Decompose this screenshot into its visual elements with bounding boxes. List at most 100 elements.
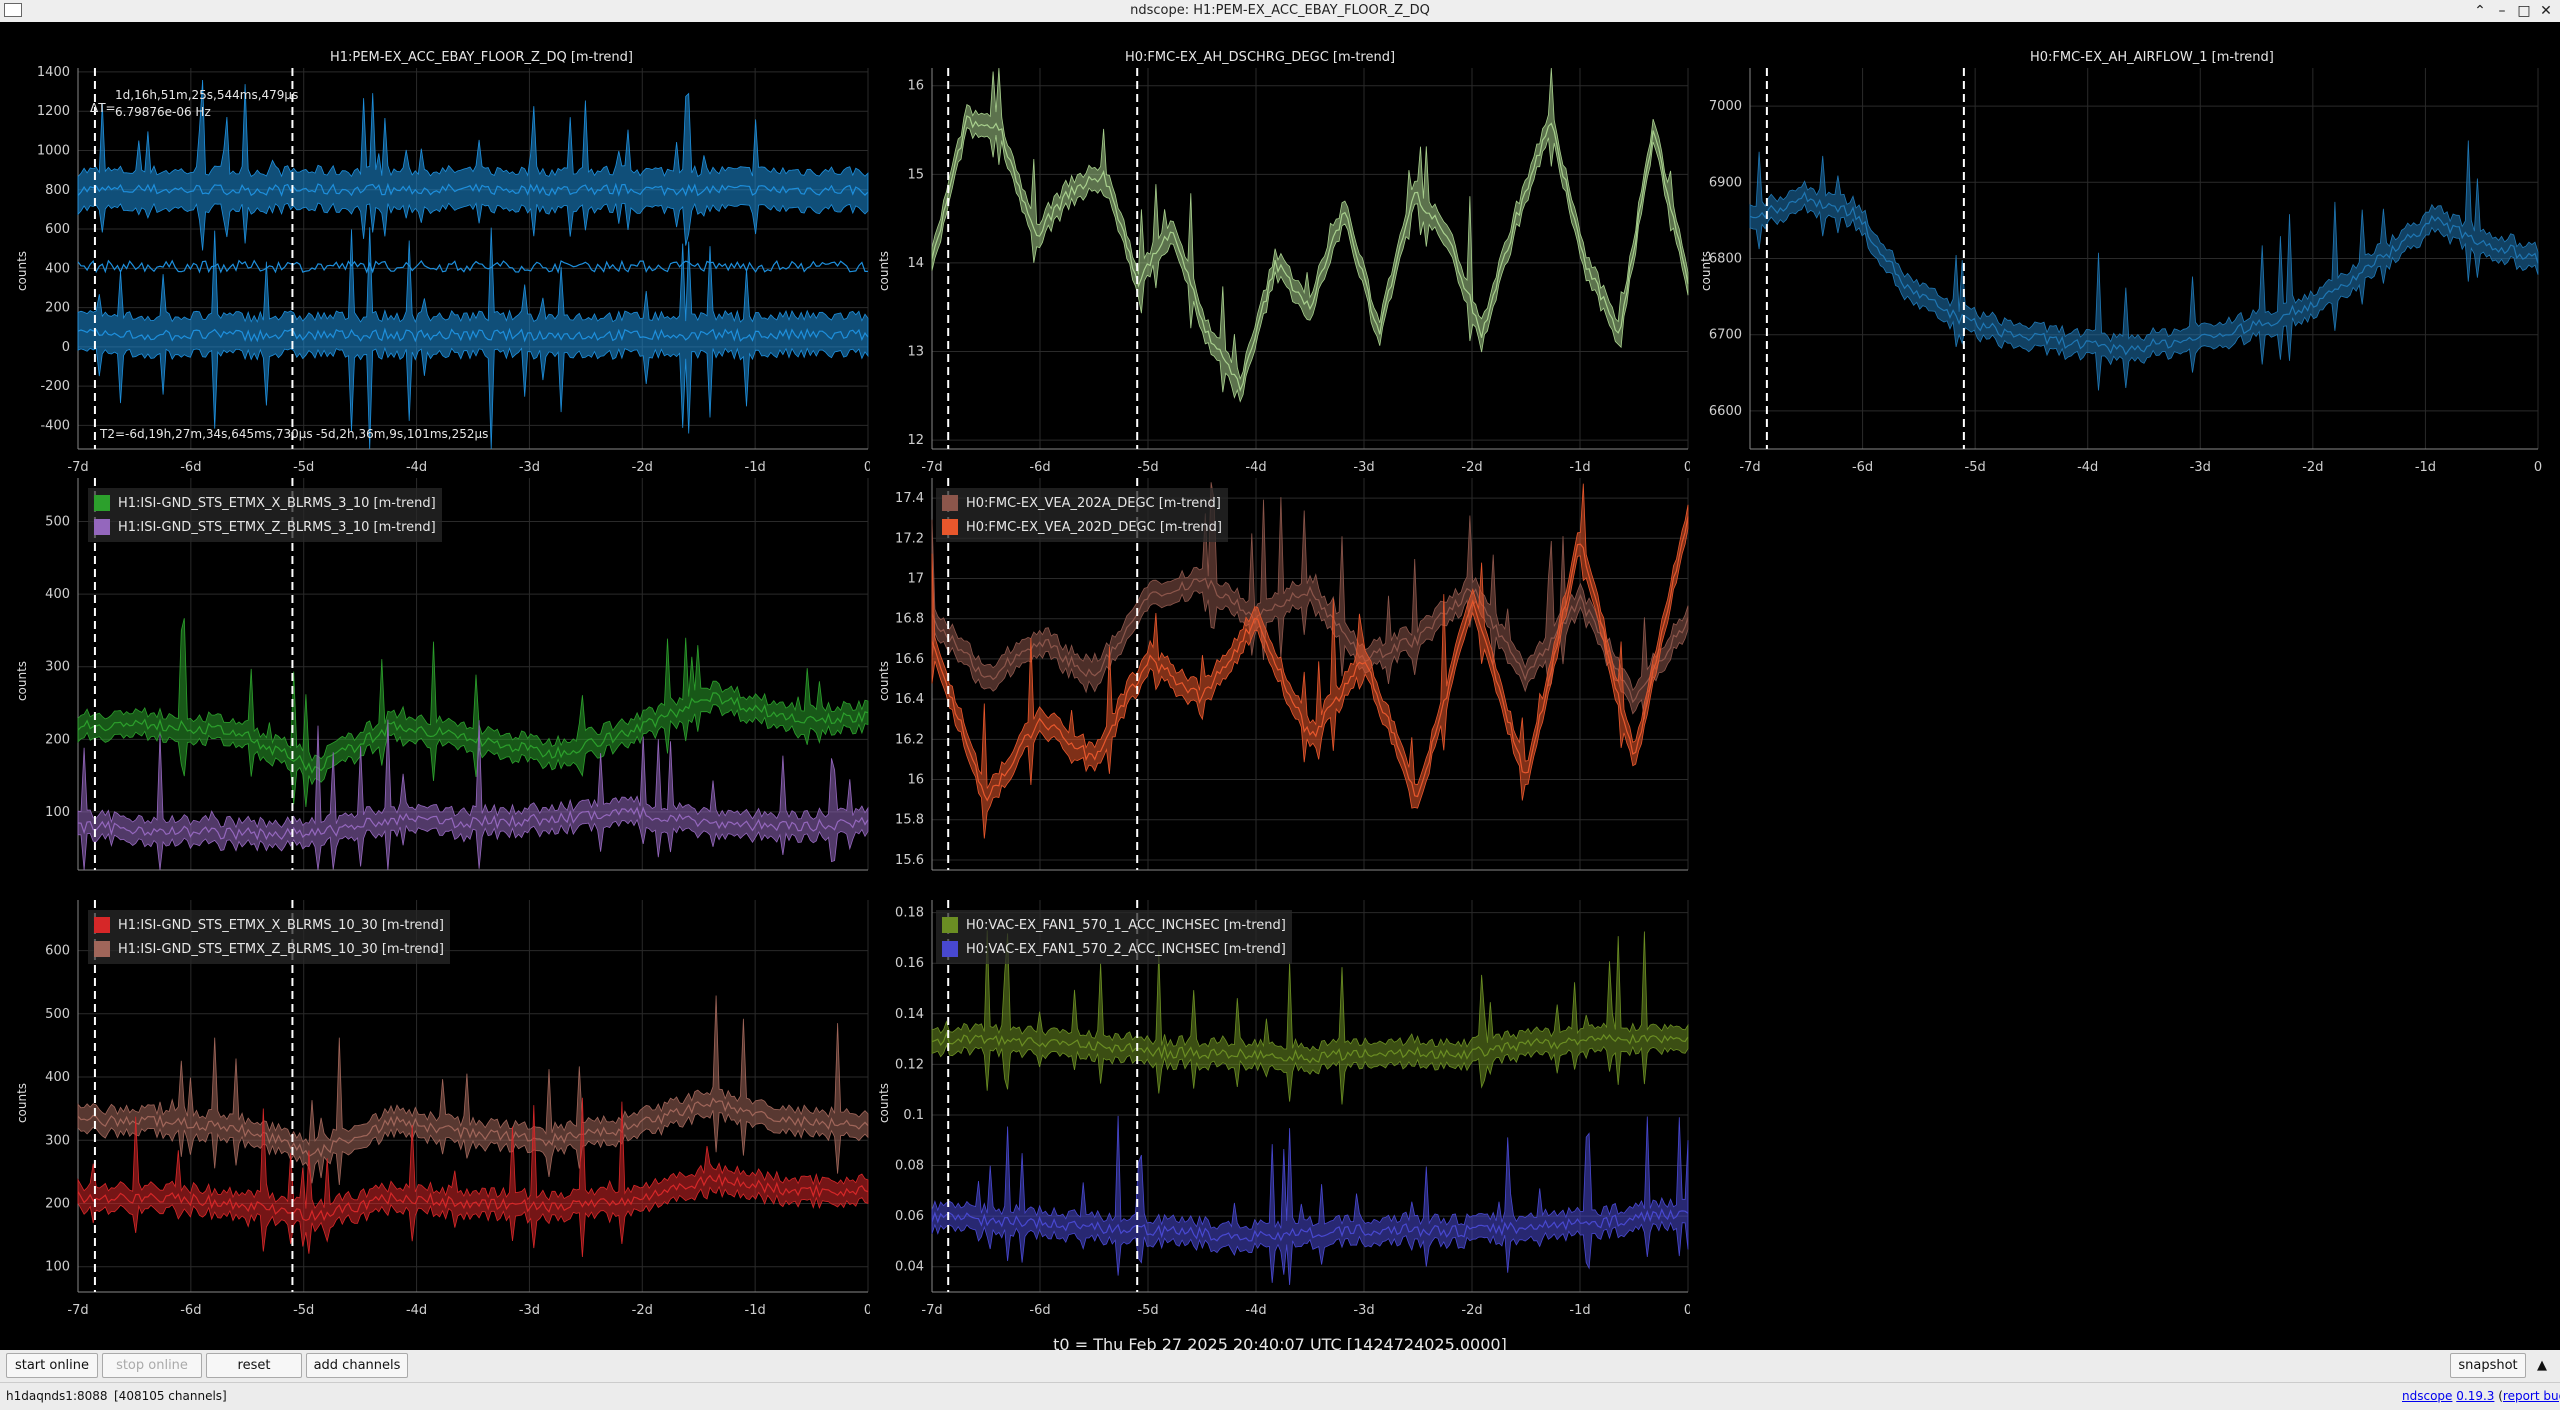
legend-swatch: [94, 495, 110, 511]
plot-canvas[interactable]: 16 15 14 13 12 -7d -6d -5d -4d -3d -2d -1d 0: [870, 44, 1690, 474]
y-tick-label: 16: [907, 773, 924, 788]
x-tick-label: 0: [1684, 460, 1690, 474]
y-tick-label: 0.04: [895, 1260, 924, 1275]
y-tick-label: 100: [45, 1260, 70, 1275]
x-tick-label: -5d: [293, 1303, 314, 1316]
y-tick-label: 17.4: [895, 491, 924, 506]
series-line: [77, 182, 869, 197]
window-titlebar: ndscope: H1:PEM-EX_ACC_EBAY_FLOOR_Z_DQ ⌃…: [0, 0, 2560, 23]
maximize-window-icon[interactable]: □: [2517, 3, 2531, 19]
y-tick-label: 6700: [1709, 328, 1742, 343]
x-tick-label: 0: [1684, 1303, 1690, 1316]
series-band: [931, 483, 1689, 839]
plot-legend: H1:ISI-GND_STS_ETMX_X_BLRMS_3_10 [m-tren…: [88, 488, 442, 542]
plot-vac-fan-acc[interactable]: counts 0.18 0.16 0.14 0.12 0.1 0.08 0.06 0.04 -7…: [870, 896, 1690, 1316]
legend-label: H1:ISI-GND_STS_ETMX_X_BLRMS_10_30 [m-tre…: [118, 917, 444, 933]
series-2: [931, 1115, 1689, 1286]
y-tick-label: 600: [45, 944, 70, 959]
series-line: [77, 327, 869, 343]
plot-legend: H0:FMC-EX_VEA_202A_DEGC [m-trend] H0:FMC…: [936, 488, 1228, 542]
close-window-icon[interactable]: ✕: [2540, 3, 2552, 19]
y-tick-label: 16: [907, 79, 924, 94]
series-line: [77, 692, 869, 774]
x-tick-label: -7d: [921, 460, 942, 474]
y-tick-label: -400: [40, 418, 70, 433]
legend-item: H1:ISI-GND_STS_ETMX_X_BLRMS_10_30 [m-tre…: [94, 913, 444, 937]
channel-count: [408105 channels]: [114, 1389, 227, 1403]
legend-swatch: [94, 519, 110, 535]
plot-sts-blrms-3-10[interactable]: counts 500400300200100-7d-6d-5d-4d-3d-2d…: [0, 474, 870, 874]
x-tick-label: -2d: [632, 1303, 653, 1316]
legend-swatch: [942, 495, 958, 511]
snapshot-button[interactable]: snapshot: [2450, 1353, 2526, 1378]
plot-area[interactable]: H1:PEM-EX_ACC_EBAY_FLOOR_Z_DQ [m-trend] …: [0, 22, 2560, 1354]
reset-button[interactable]: reset: [206, 1353, 302, 1378]
legend-label: H0:VAC-EX_FAN1_570_1_ACC_INCHSEC [m-tren…: [966, 917, 1286, 933]
plot-canvas[interactable]: 600 500 400 300 200 100 -7d -6d -5d -4d -3d -2d -1d 0: [0, 896, 870, 1316]
version-link[interactable]: 0.19.3: [2456, 1389, 2495, 1403]
plot-ah-dschrg[interactable]: H0:FMC-EX_AH_DSCHRG_DEGC [m-trend] count…: [870, 44, 1690, 474]
x-tick-label: -4d: [2077, 460, 2098, 474]
legend-item: H1:ISI-GND_STS_ETMX_Z_BLRMS_10_30 [m-tre…: [94, 937, 444, 961]
y-tick-label: 800: [45, 183, 70, 198]
bottom-toolbar: start online stop online reset add chann…: [0, 1350, 2560, 1382]
add-channels-button[interactable]: add channels: [306, 1353, 408, 1378]
plot-vea-degc[interactable]: counts 17.4 17.2 17 16.8 16.6 16.4 16.2 16 15.8 1…: [870, 474, 1690, 874]
plot-pem-ebay-floor[interactable]: H1:PEM-EX_ACC_EBAY_FLOOR_Z_DQ [m-trend] …: [0, 44, 870, 474]
series-1: [77, 618, 869, 808]
x-tick-label: -5d: [1965, 460, 1986, 474]
y-tick-label: 0.12: [895, 1057, 924, 1072]
legend-label: H0:FMC-EX_VEA_202A_DEGC [m-trend]: [966, 495, 1221, 511]
plot-canvas[interactable]: 7000 6900 6800 6700 6600 -7d -6d -5d -4d -3d -2d -1…: [1690, 44, 2545, 474]
plot-ah-airflow[interactable]: H0:FMC-EX_AH_AIRFLOW_1 [m-trend] counts …: [1690, 44, 2545, 474]
status-bar: h1daqnds1:8088 [408105 channels] ndscope…: [0, 1382, 2560, 1410]
x-tick-label: 0: [864, 460, 870, 474]
minimize-window-icon[interactable]: –: [2498, 3, 2506, 19]
stop-online-button[interactable]: stop online: [102, 1353, 202, 1378]
x-tick-label: -6d: [1852, 460, 1873, 474]
y-tick-label: 1000: [37, 143, 70, 158]
legend-swatch: [94, 941, 110, 957]
y-tick-label: 100: [45, 805, 70, 820]
x-tick-label: -3d: [519, 1303, 540, 1316]
y-tick-label: 0.14: [895, 1007, 924, 1022]
plot-title: H1:PEM-EX_ACC_EBAY_FLOOR_Z_DQ [m-trend]: [330, 50, 633, 65]
expand-up-icon[interactable]: ▲: [2537, 1358, 2547, 1373]
start-online-button[interactable]: start online: [6, 1353, 98, 1378]
plot-title: H0:FMC-EX_AH_DSCHRG_DEGC [m-trend]: [1125, 50, 1396, 65]
y-tick-label: 14: [907, 256, 924, 271]
x-tick-label: -7d: [921, 1303, 942, 1316]
y-tick-label: 16.2: [895, 732, 924, 747]
series-2: [77, 719, 869, 871]
y-tick-label: 7000: [1709, 99, 1742, 114]
cursor-delta-value: 1d,16h,51m,25s,544ms,479µs: [115, 88, 299, 102]
series-band: [77, 618, 869, 808]
plot-title: H0:FMC-EX_AH_AIRFLOW_1 [m-trend]: [2030, 50, 2274, 65]
series-1: [931, 930, 1689, 1105]
app-icon: [4, 3, 22, 17]
legend-label: H1:ISI-GND_STS_ETMX_Z_BLRMS_3_10 [m-tren…: [118, 519, 436, 535]
shade-window-icon[interactable]: ⌃: [2474, 3, 2486, 19]
y-tick-label: 17: [907, 572, 924, 587]
report-bug-link[interactable]: report bug: [2502, 1389, 2560, 1403]
x-tick-label: -4d: [406, 1303, 427, 1316]
y-tick-label: 0: [62, 340, 70, 355]
y-tick-label: -200: [40, 379, 70, 394]
x-tick-label: -3d: [2190, 460, 2211, 474]
x-tick-label: -6d: [180, 1303, 201, 1316]
legend-label: H0:FMC-EX_VEA_202D_DEGC [m-trend]: [966, 519, 1222, 535]
plot-canvas[interactable]: 17.417.21716.816.616.416.21615.815.6-7d-…: [870, 474, 1690, 874]
legend-item: H0:VAC-EX_FAN1_570_2_ACC_INCHSEC [m-tren…: [942, 937, 1286, 961]
series-2: [931, 483, 1689, 839]
y-tick-label: 0.06: [895, 1209, 924, 1224]
series-1: [1749, 140, 2539, 391]
ndscope-link[interactable]: ndscope: [2402, 1389, 2453, 1403]
series-band: [931, 67, 1689, 403]
plot-sts-blrms-10-30[interactable]: counts 600 500 400 300 200 100 -7d -6d -5d -4d -3d…: [0, 896, 870, 1316]
plot-canvas[interactable]: 1400 1200 1000 800 600 400 200 0 -200 -400 -7d -6d -…: [0, 44, 870, 474]
series-2: [77, 259, 868, 274]
x-tick-label: -3d: [1353, 460, 1374, 474]
y-tick-label: 600: [45, 222, 70, 237]
y-tick-label: 13: [907, 345, 924, 360]
